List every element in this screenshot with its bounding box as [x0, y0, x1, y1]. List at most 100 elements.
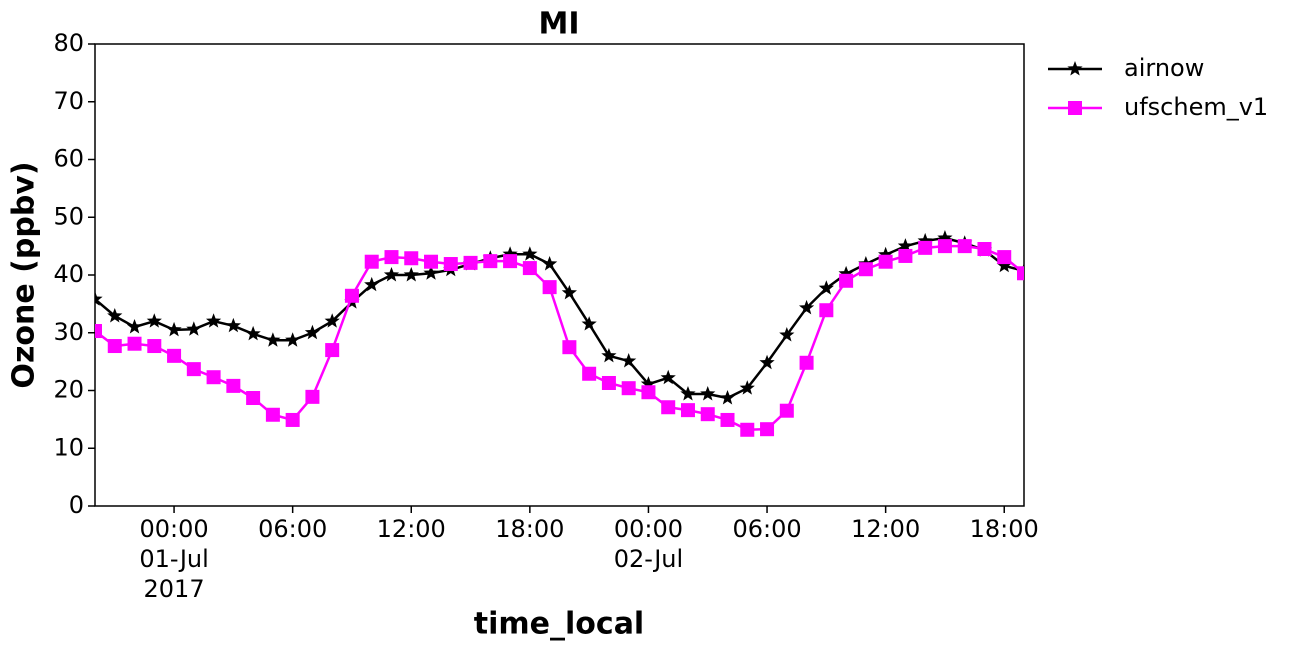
marker [285, 412, 300, 427]
legend-label: airnow [1124, 54, 1204, 82]
marker [107, 308, 123, 323]
marker [621, 381, 636, 396]
y-tick-label: 80 [53, 29, 84, 57]
marker [542, 256, 558, 271]
marker [838, 265, 854, 281]
marker [126, 318, 143, 334]
marker [146, 313, 162, 328]
y-axis-label: Ozone (ppbv) [7, 161, 42, 388]
marker [818, 280, 834, 295]
marker [186, 362, 201, 377]
marker [166, 321, 182, 337]
marker [582, 366, 597, 381]
marker [205, 313, 222, 328]
x-tick-label: 00:00 02-Jul [614, 515, 684, 573]
marker [799, 355, 814, 370]
legend-marker [1067, 61, 1083, 76]
marker [561, 284, 577, 300]
marker [996, 257, 1012, 273]
marker [107, 339, 122, 354]
marker [522, 246, 538, 261]
legend-label: ufschem_v1 [1124, 93, 1268, 121]
marker [680, 385, 696, 401]
y-tick-label: 10 [53, 433, 84, 461]
marker [798, 299, 815, 315]
marker [601, 347, 617, 363]
y-tick-label: 0 [69, 491, 84, 519]
marker [878, 246, 894, 262]
marker [95, 291, 103, 306]
marker [739, 380, 755, 395]
marker [937, 239, 952, 254]
x-tick-label: 06:00 [258, 515, 327, 543]
marker [364, 254, 379, 269]
marker [1017, 266, 1024, 281]
x-tick-label: 18:00 [970, 515, 1039, 543]
marker [878, 254, 893, 269]
marker [503, 254, 518, 269]
marker [285, 332, 301, 347]
y-tick-label: 60 [53, 145, 84, 173]
marker [601, 375, 616, 390]
marker [839, 273, 854, 288]
marker [760, 422, 775, 437]
y-tick-label: 40 [53, 260, 84, 288]
plot-frame [94, 43, 1025, 507]
marker [403, 267, 419, 282]
marker [325, 343, 340, 358]
marker [542, 280, 557, 295]
marker [502, 246, 518, 261]
marker [700, 407, 715, 422]
marker [700, 385, 716, 401]
marker [661, 400, 676, 415]
marker [759, 354, 775, 370]
marker [265, 332, 281, 347]
marker [918, 240, 933, 255]
series-group [95, 239, 1024, 437]
marker [483, 254, 498, 269]
marker [324, 313, 340, 328]
marker [383, 267, 400, 282]
marker [997, 250, 1012, 265]
marker [304, 324, 321, 340]
x-tick-label: 18:00 [495, 515, 564, 543]
marker [245, 325, 261, 341]
marker [404, 251, 419, 266]
marker [779, 403, 794, 418]
series-line [95, 244, 1024, 432]
marker [858, 262, 873, 277]
marker [917, 232, 933, 248]
marker [720, 412, 735, 427]
marker [305, 389, 320, 404]
marker [640, 376, 657, 391]
x-tick-label: 12:00 [851, 515, 920, 543]
marker [937, 230, 953, 245]
x-tick-label: 06:00 [732, 515, 801, 543]
legend-marker [1068, 101, 1082, 115]
x-axis-label: time_local [474, 607, 644, 642]
marker [265, 407, 280, 422]
marker [680, 403, 695, 418]
marker [226, 378, 241, 393]
marker [147, 339, 162, 354]
marker [206, 370, 221, 385]
marker [344, 288, 359, 303]
marker [463, 255, 478, 270]
chart-title: MI [538, 7, 579, 42]
y-tick-label: 30 [53, 318, 84, 346]
marker [660, 369, 676, 385]
marker [779, 327, 795, 342]
y-tick-label: 20 [53, 376, 84, 404]
marker [719, 390, 736, 405]
marker [897, 238, 914, 253]
marker [581, 316, 597, 331]
marker [898, 248, 913, 263]
marker [423, 265, 439, 280]
marker [424, 254, 439, 269]
marker [819, 303, 834, 318]
marker [384, 250, 399, 265]
marker [225, 317, 241, 333]
marker [127, 336, 142, 351]
marker [977, 242, 992, 257]
